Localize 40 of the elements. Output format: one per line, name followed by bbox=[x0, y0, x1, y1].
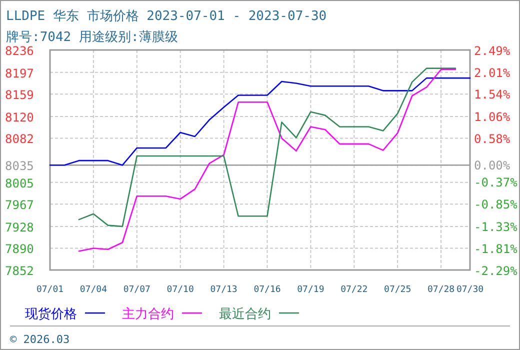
y2-tick-label: 0.58% bbox=[474, 132, 511, 146]
x-tick-label: 07/01 bbox=[36, 285, 64, 295]
y2-tick-label: -0.37% bbox=[474, 176, 518, 190]
legend-label: 主力合约 bbox=[122, 306, 174, 322]
y-tick-label: 7967 bbox=[5, 198, 34, 212]
y-tick-label: 8236 bbox=[5, 44, 34, 58]
x-tick-label: 07/07 bbox=[123, 285, 150, 295]
legend-label: 最近合约 bbox=[219, 307, 271, 322]
y2-tick-label: -0.85% bbox=[474, 198, 518, 212]
y-tick-label: 8197 bbox=[5, 66, 34, 80]
y-tick-label: 7890 bbox=[5, 242, 34, 256]
chart-subtitle: 牌号:7042 用途级别:薄膜级 bbox=[6, 30, 178, 45]
y2-tick-label: -1.81% bbox=[474, 242, 518, 256]
legend-label: 现货价格 bbox=[25, 307, 77, 322]
y-tick-label: 7852 bbox=[5, 264, 34, 278]
y2-tick-label: 2.49% bbox=[474, 44, 511, 58]
x-tick-label: 07/10 bbox=[166, 285, 194, 295]
line-series bbox=[49, 77, 471, 166]
x-tick-label: 07/04 bbox=[80, 285, 107, 295]
y-tick-label: 8035 bbox=[5, 159, 34, 174]
y-tick-label: 8082 bbox=[5, 132, 34, 146]
x-tick-label: 07/28 bbox=[427, 285, 455, 295]
y2-tick-label: 2.01% bbox=[474, 66, 511, 80]
y2-tick-label: 1.54% bbox=[474, 88, 511, 102]
y-tick-label: 8159 bbox=[5, 88, 34, 102]
y2-tick-label: -1.33% bbox=[474, 220, 518, 234]
x-tick-label: 07/25 bbox=[384, 285, 412, 295]
x-tick-label: 07/16 bbox=[254, 285, 281, 295]
x-tick-label: 07/19 bbox=[297, 285, 324, 295]
text: © 2026.03 bbox=[10, 333, 70, 346]
y2-tick-label: 0.00% bbox=[474, 158, 511, 173]
y-tick-label: 8005 bbox=[5, 176, 34, 190]
x-tick-label: 07/30 bbox=[456, 285, 484, 295]
y-tick-label: 8120 bbox=[5, 110, 34, 124]
y2-tick-label: 1.06% bbox=[474, 110, 511, 124]
y-tick-label: 7928 bbox=[5, 220, 34, 234]
chart-title: LLDPE 华东 市场价格 2023-07-01 - 2023-07-30 bbox=[6, 9, 327, 24]
y2-tick-label: -2.29% bbox=[474, 264, 518, 278]
x-tick-label: 07/22 bbox=[340, 285, 368, 295]
x-tick-label: 07/13 bbox=[210, 285, 238, 295]
